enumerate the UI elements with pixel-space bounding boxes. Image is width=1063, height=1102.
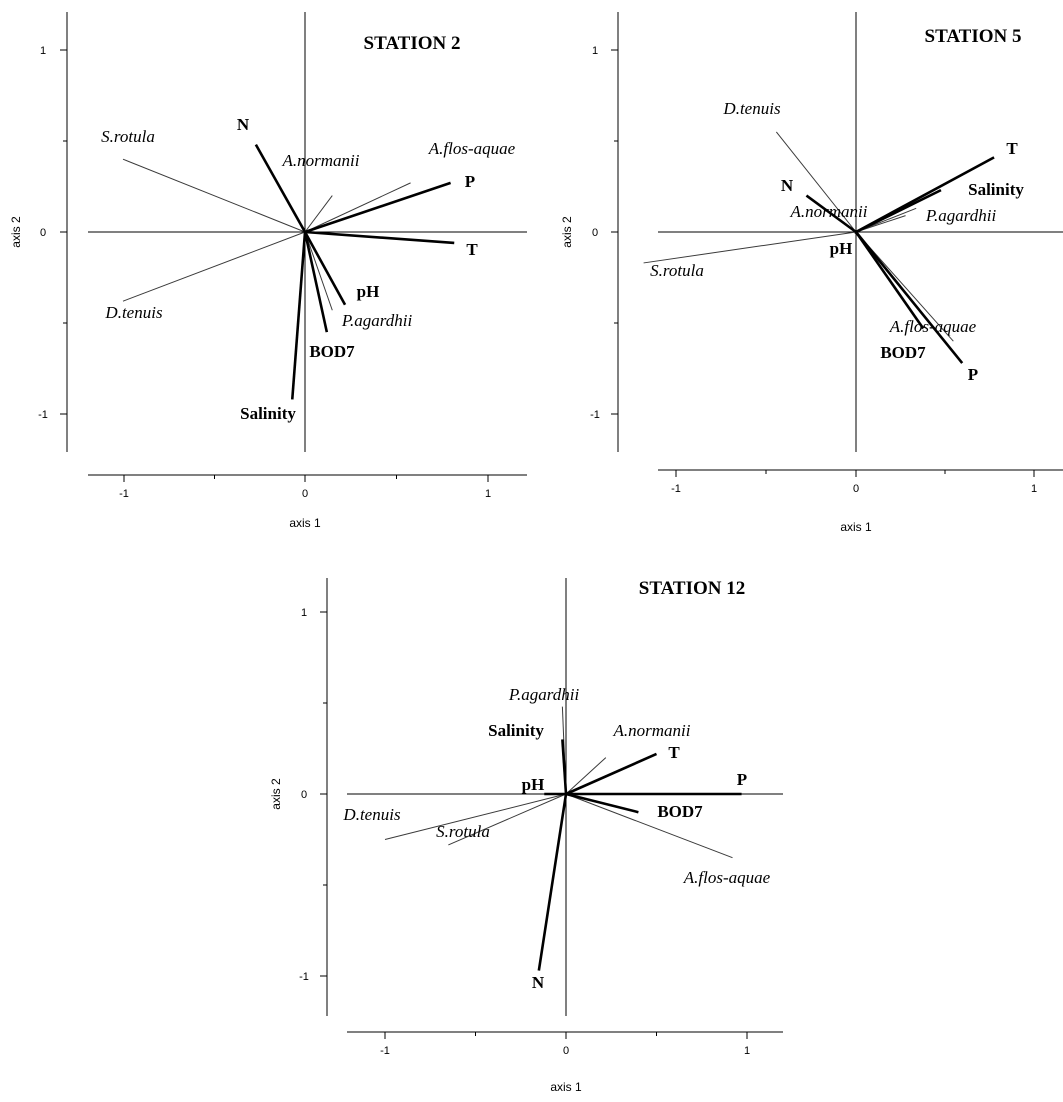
species-label-a-normanii: A.normanii xyxy=(282,151,360,170)
env-vector-ph xyxy=(303,231,347,306)
y-axis-title: axis 2 xyxy=(560,216,574,248)
env-label-salinity: Salinity xyxy=(968,180,1024,199)
env-vector-bod7 xyxy=(303,231,329,333)
x-tick-label: -1 xyxy=(671,483,681,495)
env-label-n: N xyxy=(532,973,545,992)
env-vector-p xyxy=(854,231,964,364)
env-label-salinity: Salinity xyxy=(488,721,544,740)
env-label-ph: pH xyxy=(522,775,545,794)
species-vector-s-rotula xyxy=(643,231,857,264)
env-vector-t xyxy=(304,230,455,245)
env-label-bod7: BOD7 xyxy=(657,802,703,821)
y-tick-label: 0 xyxy=(301,789,307,801)
species-vector-a-flos-aquae xyxy=(304,182,411,233)
species-label-p-agardhii: P.agardhii xyxy=(925,206,997,225)
x-tick-label: 1 xyxy=(485,488,491,500)
env-vector-n xyxy=(537,793,568,971)
x-tick-label: 0 xyxy=(302,488,308,500)
species-label-a-normanii: A.normanii xyxy=(613,721,691,740)
y-tick-label: -1 xyxy=(590,409,600,421)
x-axis-title: axis 1 xyxy=(840,520,872,534)
species-vector-d-tenuis xyxy=(384,793,567,840)
env-label-n: N xyxy=(781,176,794,195)
species-label-d-tenuis: D.tenuis xyxy=(342,805,401,824)
env-vector-t xyxy=(565,752,658,796)
env-label-t: T xyxy=(466,240,478,259)
env-label-p: P xyxy=(737,770,747,789)
species-label-a-normanii: A.normanii xyxy=(790,202,868,221)
y-axis-title: axis 2 xyxy=(269,778,283,810)
x-tick-label: -1 xyxy=(119,488,129,500)
y-tick-label: 0 xyxy=(40,227,46,239)
y-axis-title: axis 2 xyxy=(9,216,23,248)
species-label-p-agardhii: P.agardhii xyxy=(341,311,413,330)
chart-title: STATION 5 xyxy=(925,26,1022,47)
species-label-a-flos-aquae: A.flos-aquae xyxy=(889,317,977,336)
species-vector-d-tenuis xyxy=(775,131,857,233)
x-axis-title: axis 1 xyxy=(289,516,321,530)
species-vector-s-rotula xyxy=(448,793,567,846)
x-tick-label: -1 xyxy=(380,1045,390,1057)
species-vector-p-agardhii xyxy=(304,231,333,311)
chart-title: STATION 2 xyxy=(364,33,461,54)
y-tick-label: 1 xyxy=(592,45,598,57)
env-vector-n xyxy=(254,144,307,233)
env-vector-salinity xyxy=(290,231,307,400)
species-label-d-tenuis: D.tenuis xyxy=(722,99,781,118)
biplot-station-2: 1 0 -1 -1 0 1 axis 1 axis 2 STATION 2 S.rotula A.n… xyxy=(9,12,527,530)
species-label-a-flos-aquae: A.flos-aquae xyxy=(683,868,771,887)
biplot-station-12: 1 0 -1 -1 0 1 axis 1 axis 2 STATION 12 P.agardhii… xyxy=(269,578,783,1094)
x-tick-label: 1 xyxy=(744,1045,750,1057)
y-tick-label: -1 xyxy=(299,971,309,983)
species-vector-a-flos-aquae xyxy=(565,793,733,859)
env-vector-n xyxy=(805,194,857,234)
y-tick-label: 1 xyxy=(40,45,46,57)
species-label-d-tenuis: D.tenuis xyxy=(104,303,163,322)
env-vector-p xyxy=(304,181,452,234)
x-axis-title: axis 1 xyxy=(550,1080,582,1094)
x-tick-label: 1 xyxy=(1031,483,1037,495)
env-label-ph: pH xyxy=(830,239,853,258)
env-label-p: P xyxy=(465,172,475,191)
species-vector-a-normanii xyxy=(304,195,333,233)
env-label-salinity: Salinity xyxy=(240,404,296,423)
env-label-t: T xyxy=(668,743,680,762)
species-label-s-rotula: S.rotula xyxy=(101,127,155,146)
y-tick-label: -1 xyxy=(38,409,48,421)
y-tick-label: 0 xyxy=(592,227,598,239)
species-label-s-rotula: S.rotula xyxy=(436,822,490,841)
env-label-bod7: BOD7 xyxy=(309,342,355,361)
species-vector-a-normanii xyxy=(565,757,607,795)
x-tick-label: 0 xyxy=(853,483,859,495)
species-vector-d-tenuis xyxy=(122,231,306,302)
y-tick-label: 1 xyxy=(301,607,307,619)
species-label-p-agardhii: P.agardhii xyxy=(508,685,580,704)
env-label-n: N xyxy=(237,115,250,134)
env-label-t: T xyxy=(1006,139,1018,158)
env-label-bod7: BOD7 xyxy=(880,343,926,362)
env-vector-bod7 xyxy=(854,231,925,330)
biplot-station-5: 1 0 -1 -1 0 1 axis 1 axis 2 STATION 5 D.tenuis A.n… xyxy=(560,12,1063,534)
chart-title: STATION 12 xyxy=(639,578,745,599)
x-tick-label: 0 xyxy=(563,1045,569,1057)
env-label-p: P xyxy=(968,365,978,384)
env-vector-salinity xyxy=(561,739,568,795)
env-vector-salinity xyxy=(855,188,942,234)
species-label-a-flos-aquae: A.flos-aquae xyxy=(428,139,516,158)
species-label-s-rotula: S.rotula xyxy=(650,261,704,280)
species-vector-s-rotula xyxy=(122,158,306,233)
env-label-ph: pH xyxy=(357,282,380,301)
env-vector-bod7 xyxy=(565,792,639,814)
